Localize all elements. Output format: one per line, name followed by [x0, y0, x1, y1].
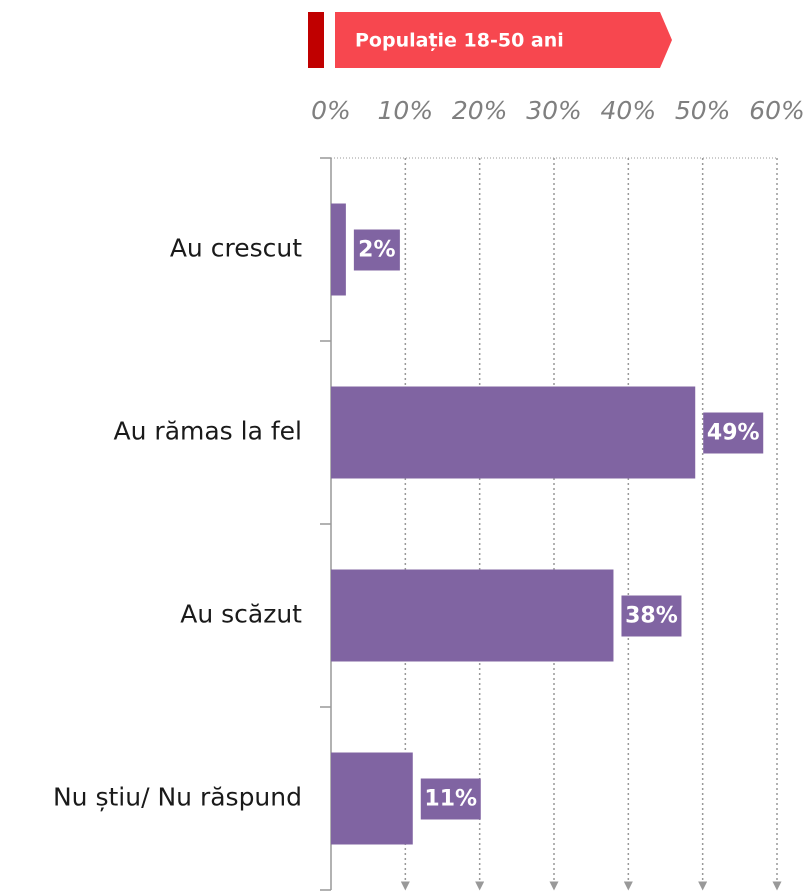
value-label: 2% — [358, 238, 395, 263]
value-label-box — [621, 595, 682, 637]
value-label: 11% — [424, 787, 477, 812]
value-label-box — [703, 412, 764, 454]
chart-title: Populație 18-50 ani — [355, 30, 564, 52]
x-tick-label: 20% — [452, 96, 508, 125]
bar — [331, 752, 413, 845]
value-label: 49% — [707, 421, 760, 446]
y-tick-label: Au scăzut — [180, 600, 302, 629]
y-tick-label: Au crescut — [170, 234, 302, 263]
x-tick-label: 50% — [675, 96, 731, 125]
y-tick-label: Au rămas la fel — [114, 417, 302, 446]
bar — [331, 203, 346, 296]
x-tick-label: 0% — [311, 96, 351, 125]
bar — [331, 569, 614, 662]
y-tick-label: Nu știu/ Nu răspund — [53, 783, 302, 812]
banner-accent — [308, 12, 324, 68]
x-tick-label: 10% — [378, 96, 434, 125]
value-label-box — [420, 778, 481, 820]
bar — [331, 386, 696, 479]
value-label: 38% — [625, 604, 678, 629]
value-label-box — [353, 229, 400, 271]
x-tick-label: 30% — [526, 96, 582, 125]
x-tick-label: 40% — [601, 96, 657, 125]
x-tick-label: 60% — [749, 96, 805, 125]
banner — [335, 12, 672, 68]
